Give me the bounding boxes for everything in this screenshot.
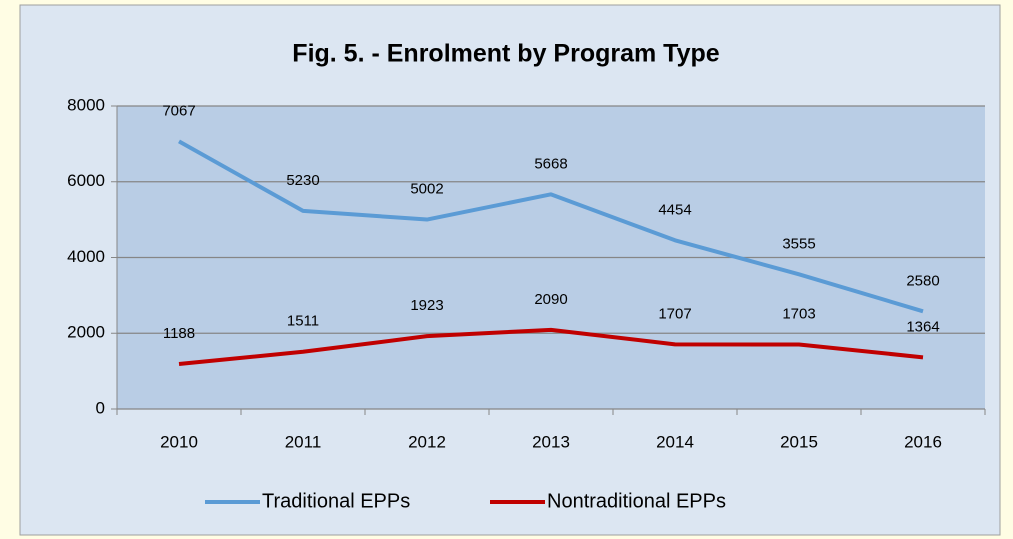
- data-label: 7067: [162, 102, 195, 119]
- data-label: 2090: [534, 291, 567, 308]
- data-label: 1188: [163, 325, 195, 342]
- x-tick-label: 2015: [780, 432, 818, 451]
- x-tick-label: 2016: [904, 432, 942, 451]
- data-label: 5002: [410, 181, 443, 198]
- x-tick-label: 2014: [656, 432, 694, 451]
- y-tick-label: 0: [96, 398, 105, 417]
- data-label: 3555: [782, 235, 815, 252]
- x-tick-label: 2011: [285, 432, 322, 451]
- data-label: 5668: [534, 155, 567, 172]
- y-tick-label: 6000: [67, 171, 105, 190]
- data-label: 4454: [658, 201, 691, 218]
- chart-title: Fig. 5. - Enrolment by Program Type: [292, 40, 719, 68]
- line-series: [178, 139, 924, 314]
- data-label: 1511: [287, 313, 319, 330]
- legend-label: Traditional EPPs: [262, 490, 410, 512]
- data-label: 1364: [906, 318, 939, 335]
- y-tick-label: 4000: [67, 247, 105, 266]
- data-label: 1707: [658, 305, 691, 322]
- x-tick-label: 2012: [408, 432, 446, 451]
- line-series: [178, 327, 924, 366]
- legend-label: Nontraditional EPPs: [547, 490, 726, 512]
- data-label: 2580: [906, 272, 939, 289]
- data-label: 1703: [782, 305, 815, 322]
- data-label: 1923: [410, 297, 443, 314]
- x-tick-label: 2013: [532, 432, 570, 451]
- y-tick-label: 2000: [67, 323, 105, 342]
- x-tick-label: 2010: [160, 432, 198, 451]
- data-label: 5230: [286, 172, 319, 189]
- y-tick-label: 8000: [67, 95, 105, 114]
